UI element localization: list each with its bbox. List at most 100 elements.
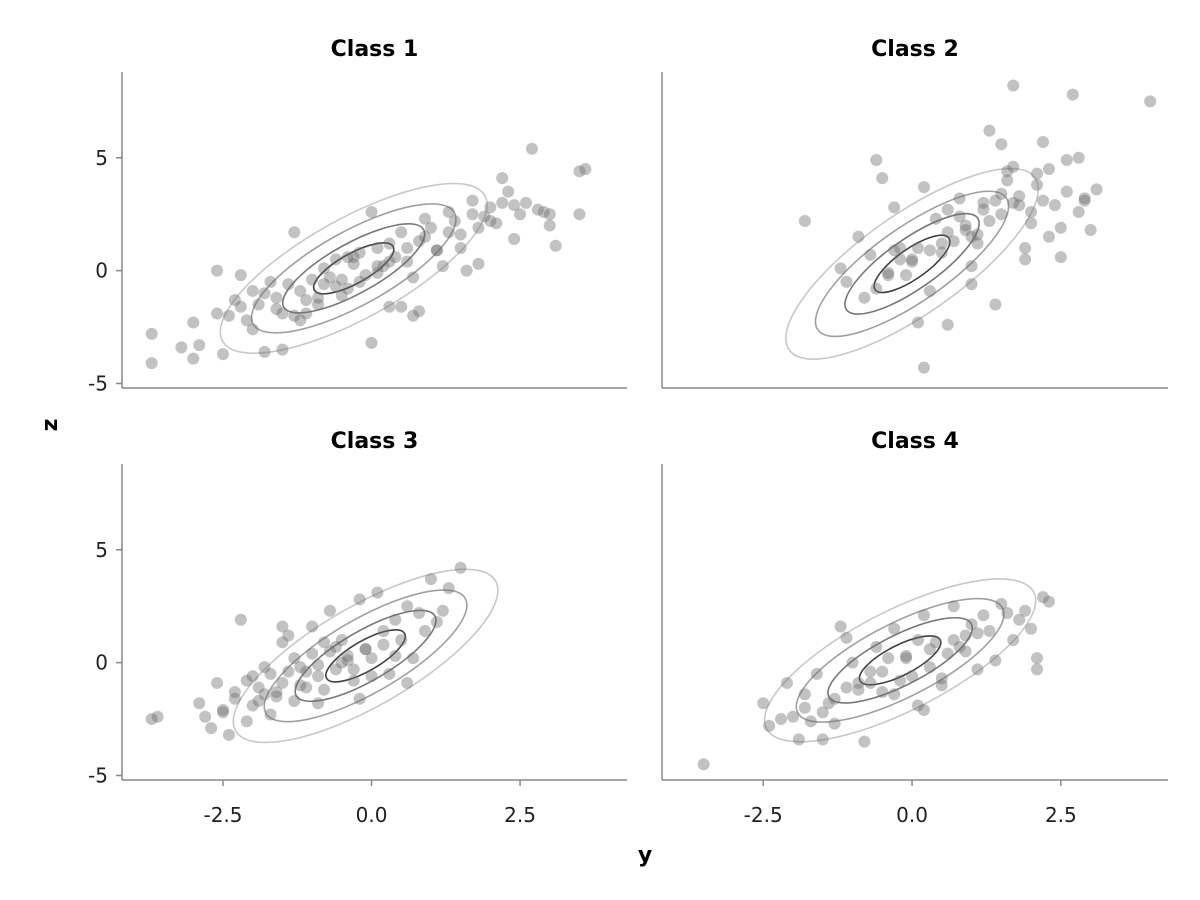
scatter-point (906, 670, 919, 683)
scatter-point (371, 260, 384, 273)
scatter-point (413, 235, 426, 248)
scatter-point (870, 154, 883, 167)
scatter-point (888, 622, 901, 635)
density-contour-1 (219, 182, 488, 355)
scatter-point (276, 343, 289, 356)
density-contour-1 (785, 167, 1039, 360)
scatter-point (234, 300, 247, 313)
scatter-point (294, 679, 307, 692)
scatter-point (1060, 185, 1073, 198)
scatter-point (906, 255, 919, 268)
scatter-point (959, 224, 972, 236)
scatter-point (258, 345, 271, 358)
scatter-point (288, 309, 301, 322)
scatter-point (911, 699, 924, 712)
scatter-point (941, 226, 954, 239)
scatter-point (1036, 591, 1049, 604)
scatter-point (401, 242, 414, 255)
y-tick-label: 5 (95, 538, 108, 562)
scatter-point (834, 620, 847, 633)
density-contour-3 (281, 223, 426, 314)
scatter-point (870, 282, 883, 295)
scatter-point (502, 185, 515, 198)
x-tick-label: -2.5 (203, 803, 242, 827)
scatter-point (145, 327, 158, 340)
x-tick-label: 0.0 (356, 803, 388, 827)
scatter-point (983, 625, 996, 638)
scatter-point (341, 654, 354, 667)
density-contour-2 (263, 589, 468, 723)
scatter-point (395, 300, 408, 313)
scatter-point (312, 298, 325, 311)
scatter-point (407, 271, 420, 284)
scatter-point (923, 643, 936, 656)
scatter-point (365, 336, 378, 349)
scatter-point (240, 715, 253, 728)
scatter-point (1036, 135, 1049, 148)
scatter-point (953, 640, 966, 653)
density-contour-4 (858, 635, 942, 686)
scatter-point (187, 352, 200, 365)
scatter-point (989, 298, 1002, 311)
scatter-point (335, 634, 348, 647)
scatter-point (864, 665, 877, 678)
scatter-point (900, 649, 913, 662)
scatter-point (228, 293, 241, 306)
scatter-point (258, 661, 271, 674)
scatter-point (1031, 178, 1044, 191)
scatter-point (401, 600, 414, 613)
scatter-point (531, 203, 544, 216)
scatter-point (413, 305, 426, 318)
scatter-point (1042, 163, 1055, 176)
scatter-point (264, 275, 277, 288)
scatter-point (193, 339, 206, 352)
scatter-point (323, 645, 336, 658)
scatter-point (1025, 205, 1038, 218)
scatter-point (430, 244, 443, 257)
scatter-point (347, 251, 360, 264)
scatter-point (228, 692, 241, 705)
scatter-point (840, 275, 853, 288)
scatter-point (1042, 595, 1055, 608)
scatter-point (977, 203, 990, 216)
scatter-point (965, 230, 978, 243)
density-contour-3 (844, 212, 980, 315)
scatter-point (347, 663, 360, 676)
scatter-point (383, 667, 396, 680)
scatter-point (234, 269, 247, 282)
y-tick-label: -5 (88, 763, 108, 787)
density-contour-4 (325, 629, 407, 683)
density-contour-2 (250, 203, 457, 334)
scatter-point (395, 634, 408, 647)
scatter-point (828, 717, 841, 730)
panel-class-3: Class 3 -5 0 5 -2.5 0.0 2.5 (88, 429, 627, 827)
scatter-point (911, 242, 924, 255)
scatter-point (353, 275, 366, 288)
scatter-point (888, 688, 901, 701)
scatter-point (911, 316, 924, 329)
scatter-point (1078, 194, 1091, 207)
scatter-point (894, 253, 907, 266)
scatter-point (258, 688, 271, 701)
scatter-point (288, 695, 301, 707)
scatter-point (407, 309, 420, 322)
scatter-point (1048, 199, 1061, 212)
scatter-point (508, 233, 521, 246)
scatter-point (971, 237, 984, 250)
scatter-point (377, 638, 390, 651)
scatter-point (941, 647, 954, 660)
scatter-point (217, 348, 229, 361)
scatter-point (579, 163, 592, 176)
scatter-point (228, 685, 241, 698)
scatter-point (329, 663, 342, 676)
scatter-point (294, 661, 307, 674)
scatter-point (917, 361, 930, 374)
panel-class-4: Class 4 -2.5 0.0 2.5 (661, 429, 1168, 827)
scatter-point (798, 214, 811, 227)
scatter-point (798, 701, 811, 714)
scatter-point (365, 652, 378, 665)
scatter-point (312, 670, 325, 683)
panel-title: Class 3 (331, 429, 419, 454)
scatter-point (359, 269, 372, 282)
